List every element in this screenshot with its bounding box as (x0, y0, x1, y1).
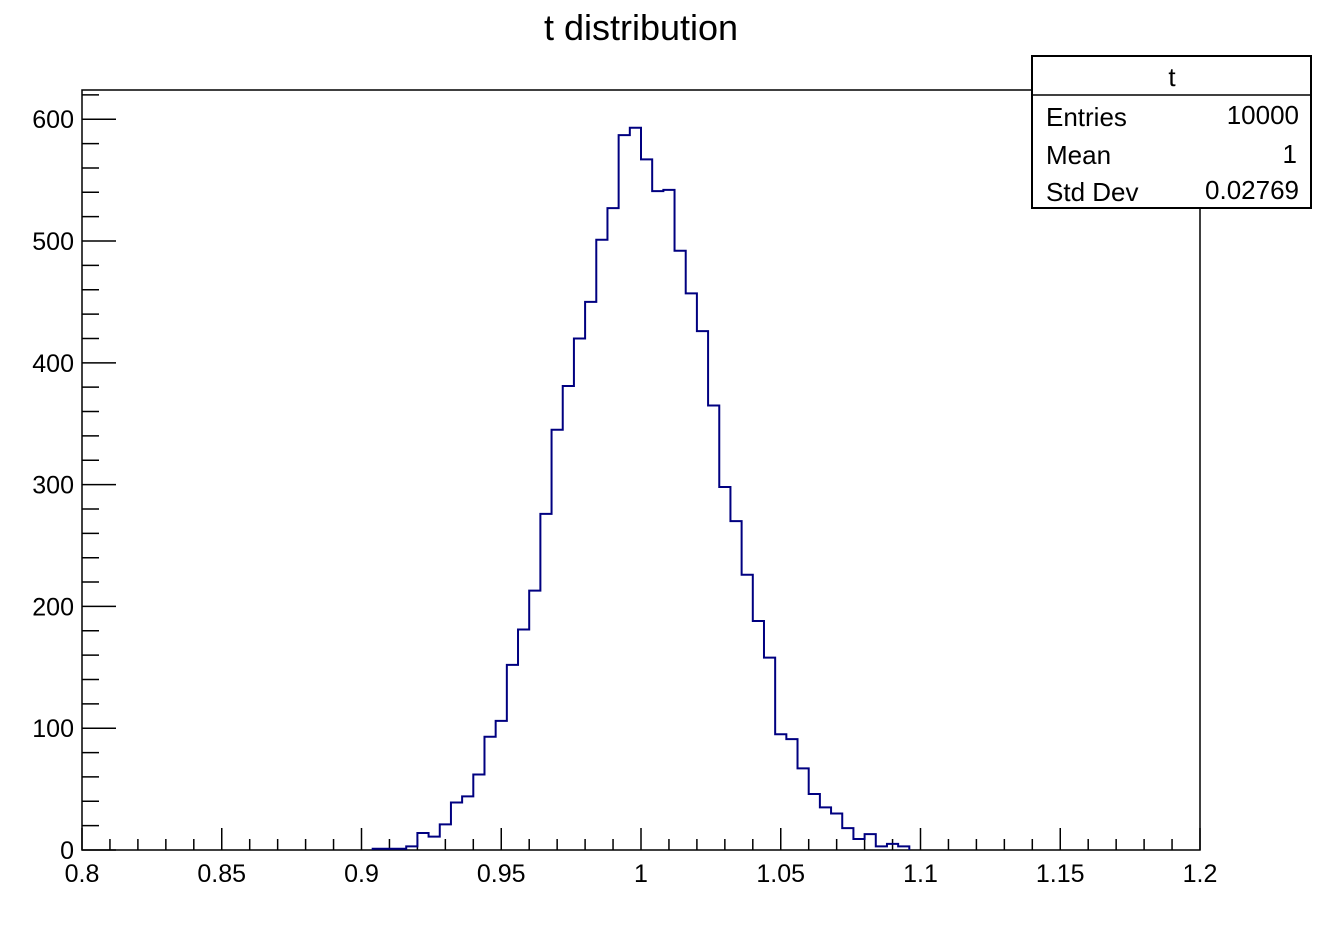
x-tick-label: 1 (634, 860, 648, 888)
y-tick-label: 500 (32, 228, 74, 256)
y-axis (82, 94, 116, 851)
x-tick-label: 1.2 (1183, 860, 1218, 888)
chart-title: t distribution (544, 7, 738, 48)
x-tick-label: 0.85 (197, 860, 246, 888)
y-tick-label: 400 (32, 350, 74, 378)
stats-box-title: t (1168, 62, 1176, 92)
x-tick-label: 0.8 (65, 860, 100, 888)
x-tick-label: 1.05 (756, 860, 805, 888)
y-tick-label: 200 (32, 593, 74, 621)
x-axis (81, 828, 1201, 850)
stat-label-entries: Entries (1046, 102, 1127, 132)
stat-label-stddev: Std Dev (1046, 177, 1139, 207)
x-tick-label: 0.9 (344, 860, 379, 888)
stat-value-mean: 1 (1283, 139, 1297, 169)
stat-value-stddev: 0.02769 (1205, 175, 1299, 205)
y-tick-label: 100 (32, 715, 74, 743)
x-tick-label: 1.1 (903, 860, 938, 888)
histogram-line (371, 126, 911, 850)
stats-box: t Entries 10000 Mean 1 Std Dev 0.02769 (1031, 55, 1312, 209)
y-tick-label: 0 (60, 837, 74, 865)
stat-label-mean: Mean (1046, 140, 1111, 170)
y-tick-label: 600 (32, 106, 74, 134)
stats-box-frame (1031, 55, 1312, 209)
stat-value-entries: 10000 (1227, 100, 1299, 130)
x-tick-labels: 0.8 0.85 0.9 0.95 1 1.05 1.1 1.15 1.2 (65, 860, 1218, 888)
x-tick-label: 0.95 (477, 860, 526, 888)
y-tick-label: 300 (32, 472, 74, 500)
y-tick-labels: 0 100 200 300 400 500 600 (32, 106, 74, 865)
x-tick-label: 1.15 (1036, 860, 1085, 888)
